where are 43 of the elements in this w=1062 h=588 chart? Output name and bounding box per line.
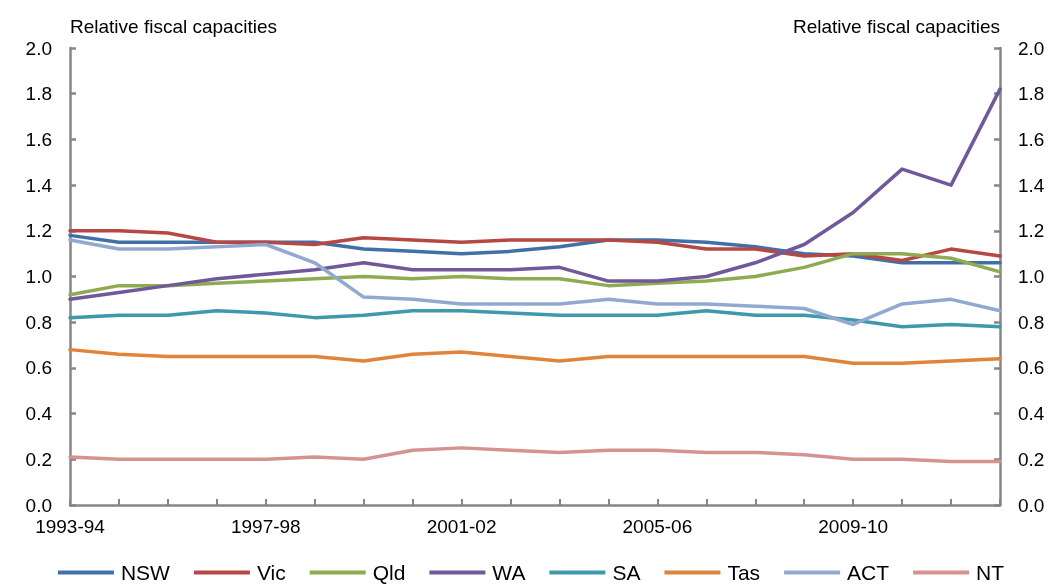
legend-label: Qld [372,561,406,584]
x-tick-label: 1993-94 [35,516,106,537]
line-series [68,347,1002,366]
x-tick-label: 1997-98 [230,516,301,537]
legend-label: SA [612,561,641,584]
y2-tick-label: 1.8 [1018,83,1045,105]
legend-label: NT [976,561,1005,584]
line-series [68,251,1002,297]
y2-tick-label: 1.0 [1018,266,1045,287]
y-tick-label: 0.6 [25,357,52,379]
y-tick-label: 0.2 [25,448,52,470]
line-series [68,309,1002,329]
y-tick-label: 1.6 [25,128,52,150]
legend-label: NSW [120,561,171,584]
y2-tick-label: 1.6 [1018,128,1045,150]
y2-tick-label: 0.0 [1018,494,1045,516]
y-tick-label: 1.2 [25,220,52,242]
y-tick-label: 0.8 [25,311,52,333]
y-tick-label: 0.0 [25,494,52,516]
y2-tick-label: 0.6 [1018,357,1045,379]
y-tick-label: 1.8 [25,83,52,105]
y-tick-label: 1.4 [25,174,53,196]
legend-label: Tas [727,561,761,584]
legend-label: ACT [847,561,890,584]
y-tick-label: 2.0 [25,37,52,59]
y2-axis-title: Relative fiscal capacities [793,16,1000,37]
y2-tick-label: 1.2 [1018,220,1045,242]
y-axis-title: Relative fiscal capacities [70,16,277,37]
x-tick-label: 2001-02 [426,516,497,537]
y2-tick-label: 1.4 [1018,174,1045,196]
y-tick-label: 0.4 [25,403,53,425]
legend-label: Vic [256,561,286,584]
legend-label: WA [492,561,526,584]
x-tick-label: 2009-10 [818,516,889,537]
line-series [68,87,1002,302]
x-tick-label: 2005-06 [622,516,693,537]
y2-tick-label: 2.0 [1018,37,1045,59]
line-series [68,238,1002,327]
line-series [68,446,1002,464]
y2-tick-label: 0.2 [1018,448,1045,470]
y2-tick-label: 0.8 [1018,311,1045,333]
y-tick-label: 1.0 [25,266,52,287]
y2-tick-label: 0.4 [1018,403,1045,425]
